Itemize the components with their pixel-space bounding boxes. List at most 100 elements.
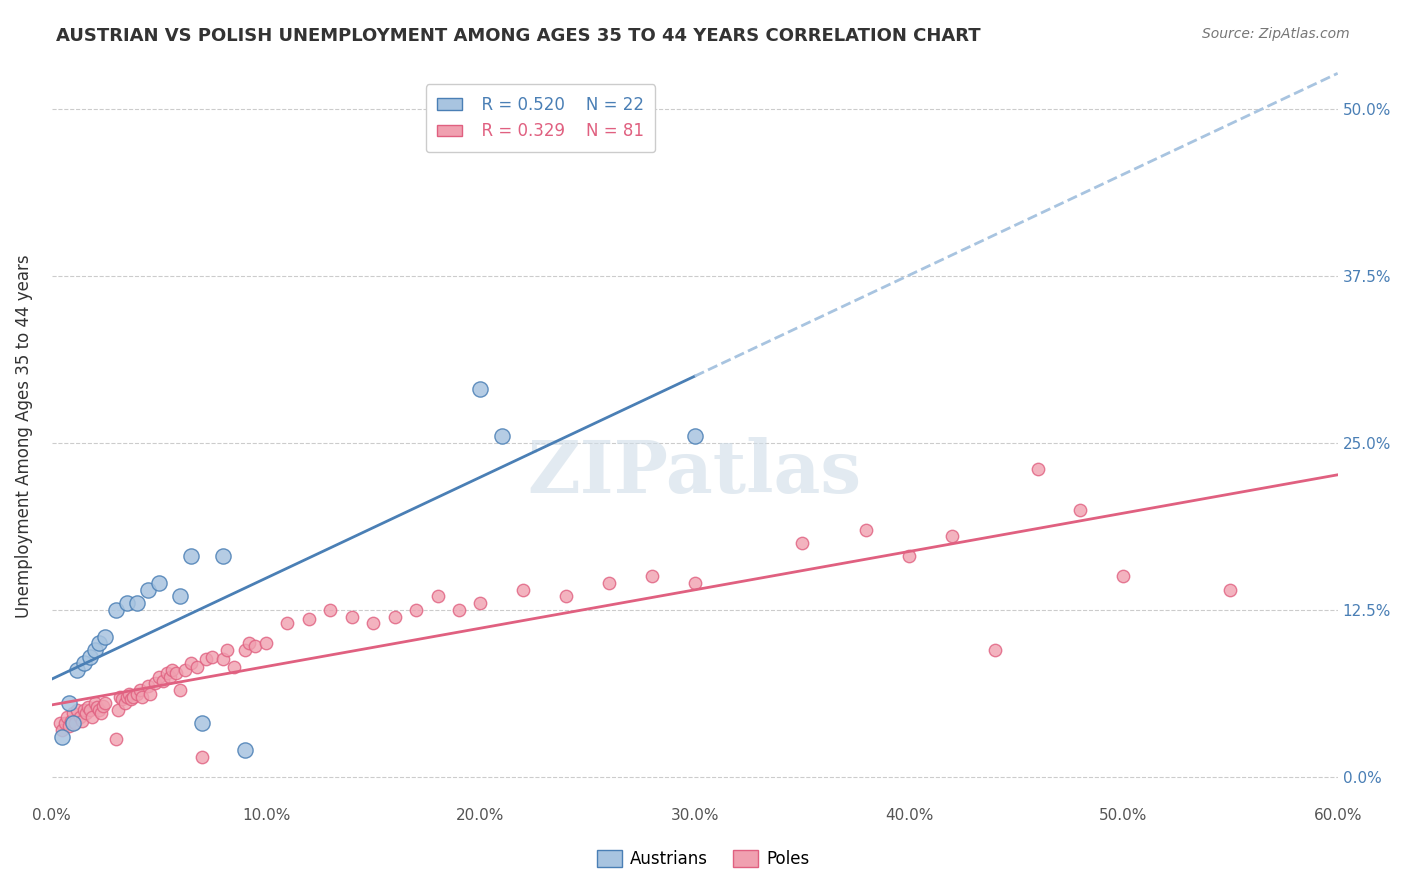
Point — [105, 732, 128, 747]
Y-axis label: Unemployment Among Ages 35 to 44 years: Unemployment Among Ages 35 to 44 years — [15, 254, 32, 618]
Point — [148, 670, 170, 684]
Point — [94, 630, 117, 644]
Point — [941, 529, 963, 543]
Point — [87, 636, 110, 650]
Point — [143, 676, 166, 690]
Point — [898, 549, 921, 564]
Point — [298, 612, 321, 626]
Point — [65, 716, 87, 731]
Point — [512, 582, 534, 597]
Point — [180, 657, 202, 671]
Point — [276, 616, 298, 631]
Point — [49, 716, 72, 731]
Point — [156, 665, 179, 680]
Point — [361, 616, 384, 631]
Point — [212, 652, 235, 666]
Point — [75, 706, 97, 720]
Point — [73, 703, 96, 717]
Point — [1026, 462, 1049, 476]
Point — [212, 549, 235, 564]
Point — [160, 663, 183, 677]
Legend: Austrians, Poles: Austrians, Poles — [591, 843, 815, 875]
Point — [191, 716, 214, 731]
Point — [470, 596, 492, 610]
Point — [122, 690, 145, 704]
Text: ZIPatlas: ZIPatlas — [527, 437, 862, 508]
Point — [131, 690, 153, 704]
Point — [222, 660, 245, 674]
Point — [245, 639, 267, 653]
Point — [73, 657, 96, 671]
Point — [152, 673, 174, 688]
Point — [491, 429, 513, 443]
Point — [86, 700, 108, 714]
Point — [426, 590, 449, 604]
Point — [115, 690, 138, 704]
Point — [127, 687, 149, 701]
Point — [70, 714, 93, 728]
Point — [82, 710, 104, 724]
Point — [855, 523, 877, 537]
Point — [159, 670, 181, 684]
Point — [217, 643, 239, 657]
Point — [340, 609, 363, 624]
Point — [83, 697, 105, 711]
Text: Source: ZipAtlas.com: Source: ZipAtlas.com — [1202, 27, 1350, 41]
Point — [79, 649, 101, 664]
Point — [1069, 502, 1091, 516]
Point — [447, 603, 470, 617]
Point — [405, 603, 427, 617]
Point — [136, 679, 159, 693]
Point — [87, 703, 110, 717]
Point — [384, 609, 406, 624]
Point — [598, 576, 620, 591]
Point — [110, 690, 132, 704]
Point — [79, 703, 101, 717]
Point — [107, 703, 129, 717]
Point — [115, 596, 138, 610]
Point — [790, 536, 813, 550]
Point — [233, 743, 256, 757]
Point — [83, 643, 105, 657]
Point — [148, 576, 170, 591]
Point — [173, 663, 195, 677]
Point — [111, 692, 134, 706]
Point — [169, 683, 191, 698]
Point — [983, 643, 1005, 657]
Point — [238, 636, 260, 650]
Point — [180, 549, 202, 564]
Legend:   R = 0.520    N = 22,   R = 0.329    N = 81: R = 0.520 N = 22, R = 0.329 N = 81 — [426, 84, 655, 152]
Point — [136, 582, 159, 597]
Point — [58, 719, 80, 733]
Point — [51, 723, 73, 738]
Point — [66, 703, 89, 717]
Point — [169, 590, 191, 604]
Point — [683, 576, 706, 591]
Point — [319, 603, 342, 617]
Point — [62, 706, 84, 720]
Point — [254, 636, 277, 650]
Point — [120, 692, 142, 706]
Point — [55, 710, 77, 724]
Point — [66, 663, 89, 677]
Point — [62, 716, 84, 731]
Point — [91, 699, 114, 714]
Point — [105, 603, 128, 617]
Point — [555, 590, 578, 604]
Text: AUSTRIAN VS POLISH UNEMPLOYMENT AMONG AGES 35 TO 44 YEARS CORRELATION CHART: AUSTRIAN VS POLISH UNEMPLOYMENT AMONG AG… — [56, 27, 981, 45]
Point — [683, 429, 706, 443]
Point — [60, 714, 83, 728]
Point — [1112, 569, 1135, 583]
Point — [58, 697, 80, 711]
Point — [165, 665, 187, 680]
Point — [114, 697, 136, 711]
Point — [94, 697, 117, 711]
Point — [53, 716, 76, 731]
Point — [51, 730, 73, 744]
Point — [118, 687, 141, 701]
Point — [641, 569, 664, 583]
Point — [191, 749, 214, 764]
Point — [69, 710, 91, 724]
Point — [195, 652, 218, 666]
Point — [139, 687, 162, 701]
